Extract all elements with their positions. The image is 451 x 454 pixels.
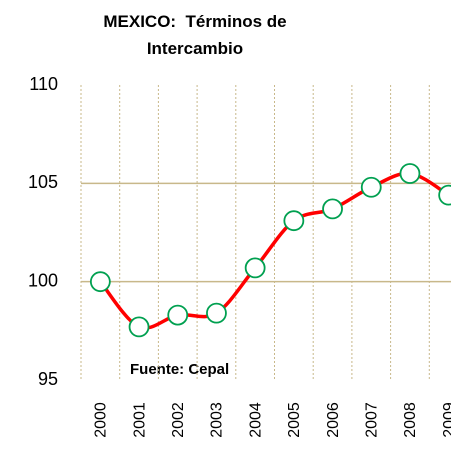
x-tick-label: 2003	[209, 402, 226, 438]
marker	[360, 176, 382, 198]
marker	[399, 163, 421, 184]
x-tick-label: 2002	[170, 402, 187, 438]
line	[98, 171, 450, 330]
x-tick-label: 2009	[441, 402, 451, 438]
marker	[244, 257, 266, 279]
y-tick-label: 105	[28, 172, 58, 192]
marker	[438, 184, 451, 206]
y-tick-label: 95	[38, 369, 58, 389]
marker	[89, 271, 111, 293]
x-tick-label: 2006	[325, 402, 342, 438]
y-tick-label: 110	[29, 74, 58, 94]
marker	[283, 210, 305, 232]
x-tick-label: 2005	[286, 402, 303, 438]
x-tick-label: 2007	[363, 402, 380, 438]
x-tick-label: 2008	[402, 402, 419, 438]
x-tick-label: 2000	[93, 402, 110, 438]
marker	[322, 198, 343, 220]
y-tick-label: 100	[28, 270, 58, 290]
marker	[206, 302, 227, 324]
chart-title: MEXICO: Términos de Intercambio	[103, 12, 292, 58]
marker	[167, 304, 189, 326]
marker	[128, 316, 150, 338]
annotation: Fuente: Cepal	[130, 361, 229, 378]
x-tick-label: 2001	[131, 402, 148, 438]
x-tick-label: 2004	[247, 402, 264, 438]
